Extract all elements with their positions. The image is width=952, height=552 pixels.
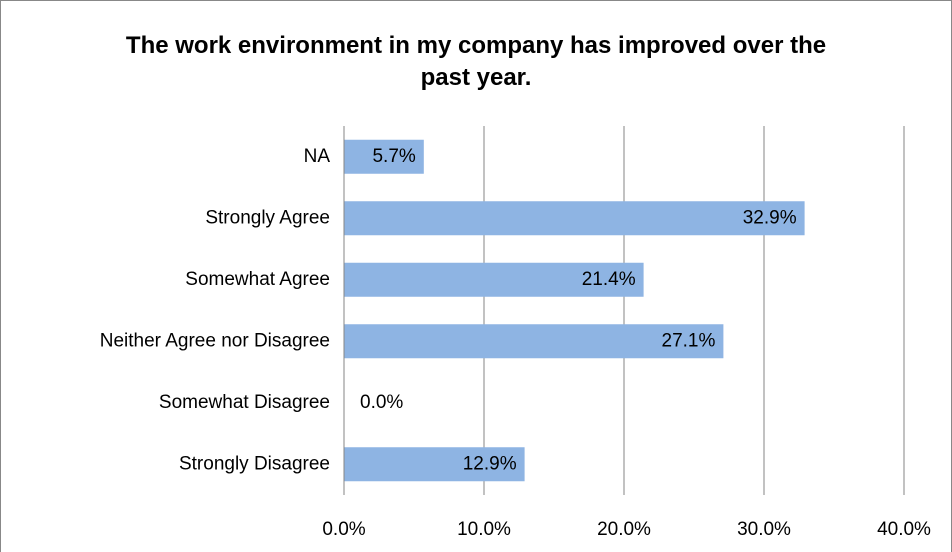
data-label: 32.9% [743, 207, 797, 228]
y-tick-label: Somewhat Agree [185, 269, 330, 290]
data-label: 21.4% [582, 269, 636, 290]
chart-title: The work environment in my company has i… [125, 32, 827, 91]
bar [344, 139, 424, 174]
x-tick-label: 30.0% [737, 519, 791, 540]
x-tick-label: 40.0% [877, 519, 931, 540]
bar [344, 201, 805, 236]
x-tick-label: 20.0% [597, 519, 651, 540]
y-tick-label: Somewhat Disagree [159, 392, 330, 413]
y-tick-label: Strongly Disagree [179, 453, 330, 474]
y-tick-label: Neither Agree nor Disagree [100, 330, 330, 351]
data-label: 5.7% [372, 146, 415, 167]
x-tick-label: 0.0% [322, 519, 365, 540]
bar [344, 324, 724, 359]
data-label: 12.9% [463, 453, 517, 474]
data-label: 0.0% [360, 392, 403, 413]
x-tick-label: 10.0% [457, 519, 511, 540]
bar [344, 447, 525, 482]
y-tick-label: NA [304, 146, 331, 167]
bar [344, 262, 644, 297]
y-tick-label: Strongly Agree [205, 207, 330, 228]
data-label: 27.1% [662, 330, 716, 351]
